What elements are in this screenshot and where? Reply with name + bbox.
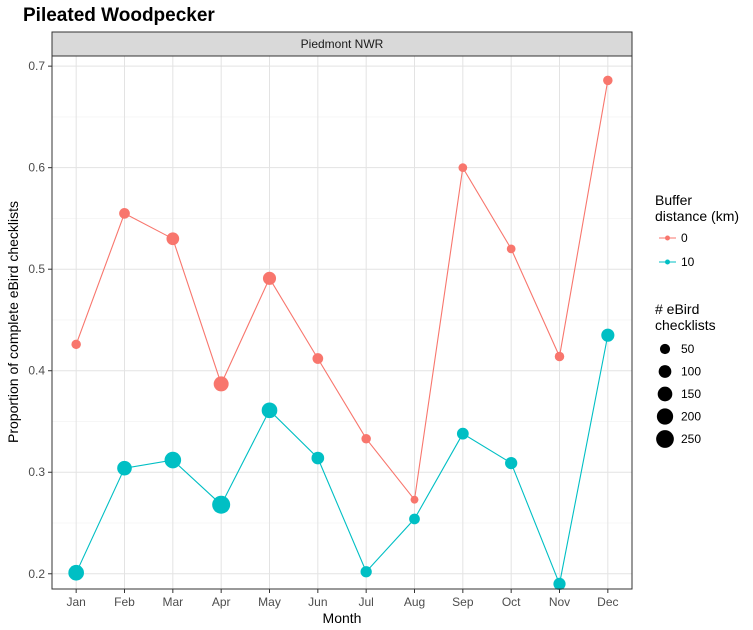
data-point xyxy=(71,339,81,350)
y-tick-label: 0.4 xyxy=(28,364,45,378)
data-point xyxy=(505,456,518,470)
x-tick-label: Dec xyxy=(597,595,618,609)
data-point xyxy=(456,427,469,440)
series-line-0 xyxy=(75,80,609,502)
data-point xyxy=(312,353,324,364)
legend-key-point xyxy=(665,259,670,265)
chart-title: Pileated Woodpecker xyxy=(23,5,215,26)
x-tick-label: Oct xyxy=(502,595,521,609)
x-axis: Jan Feb Mar Apr May Jun Jul Aug Sep Oct Nov Dec xyxy=(66,589,619,609)
data-point xyxy=(262,271,277,285)
x-tick-label: Nov xyxy=(549,595,570,609)
size-legend-key xyxy=(656,408,674,425)
facet-strip xyxy=(51,31,633,57)
y-tick-label: 0.6 xyxy=(28,161,45,175)
x-tick-label: Apr xyxy=(212,595,231,609)
data-point xyxy=(361,433,371,444)
data-point xyxy=(554,351,565,362)
data-point xyxy=(166,232,180,246)
size-legend-key xyxy=(659,343,671,355)
size-legend-key xyxy=(656,430,674,448)
data-point xyxy=(212,495,231,514)
size-legend-label: 50 xyxy=(681,342,695,356)
plot-panel xyxy=(52,56,632,589)
size-legend-title-line1: # eBird xyxy=(655,301,699,317)
data-point xyxy=(603,75,613,86)
data-point xyxy=(119,207,130,219)
x-tick-label: May xyxy=(258,595,281,609)
color-legend-title-line1: Buffer xyxy=(655,192,692,208)
size-legend-label: 200 xyxy=(681,410,701,424)
data-point xyxy=(213,376,229,392)
color-legend-title-line2: distance (km) xyxy=(655,208,739,224)
data-point xyxy=(553,577,566,591)
data-point xyxy=(409,513,420,525)
x-tick-label: Feb xyxy=(114,595,135,609)
data-point xyxy=(601,328,615,342)
y-tick-label: 0.2 xyxy=(28,567,45,581)
y-tick-label: 0.3 xyxy=(28,465,45,479)
y-axis: 0.2 0.3 0.4 0.5 0.6 0.7 xyxy=(28,59,52,581)
data-point xyxy=(506,244,516,254)
x-tick-label: Jul xyxy=(358,595,373,609)
x-axis-title: Month xyxy=(323,610,362,626)
size-legend-key xyxy=(658,365,672,378)
legend-label: 0 xyxy=(681,231,688,245)
data-point xyxy=(458,163,468,173)
size-legend: # eBird checklists 50 100 150 200 250 xyxy=(655,301,716,448)
size-legend-title-line2: checklists xyxy=(655,317,716,333)
data-points xyxy=(68,75,615,591)
x-tick-label: Jan xyxy=(66,595,85,609)
color-legend: Buffer distance (km) 0 10 xyxy=(655,192,739,269)
x-tick-label: Sep xyxy=(452,595,474,609)
x-tick-label: Mar xyxy=(162,595,183,609)
size-legend-label: 100 xyxy=(681,365,701,379)
data-point xyxy=(410,495,419,504)
y-axis-title: Proportion of complete eBird checklists xyxy=(5,201,21,443)
x-tick-label: Aug xyxy=(404,595,425,609)
data-point xyxy=(360,566,372,578)
size-legend-label: 250 xyxy=(681,432,701,446)
data-point xyxy=(311,451,325,465)
panel-border xyxy=(51,55,633,590)
size-legend-key xyxy=(657,386,673,402)
legend-key-point xyxy=(665,235,670,241)
y-tick-label: 0.5 xyxy=(28,262,45,276)
legend-label: 10 xyxy=(681,255,695,269)
size-legend-label: 150 xyxy=(681,387,701,401)
data-point xyxy=(117,460,132,476)
y-tick-label: 0.7 xyxy=(28,59,45,73)
data-point xyxy=(261,402,278,419)
x-tick-label: Jun xyxy=(308,595,327,609)
data-point xyxy=(164,451,182,469)
facet-label: Piedmont NWR xyxy=(301,37,384,51)
data-point xyxy=(68,564,84,581)
